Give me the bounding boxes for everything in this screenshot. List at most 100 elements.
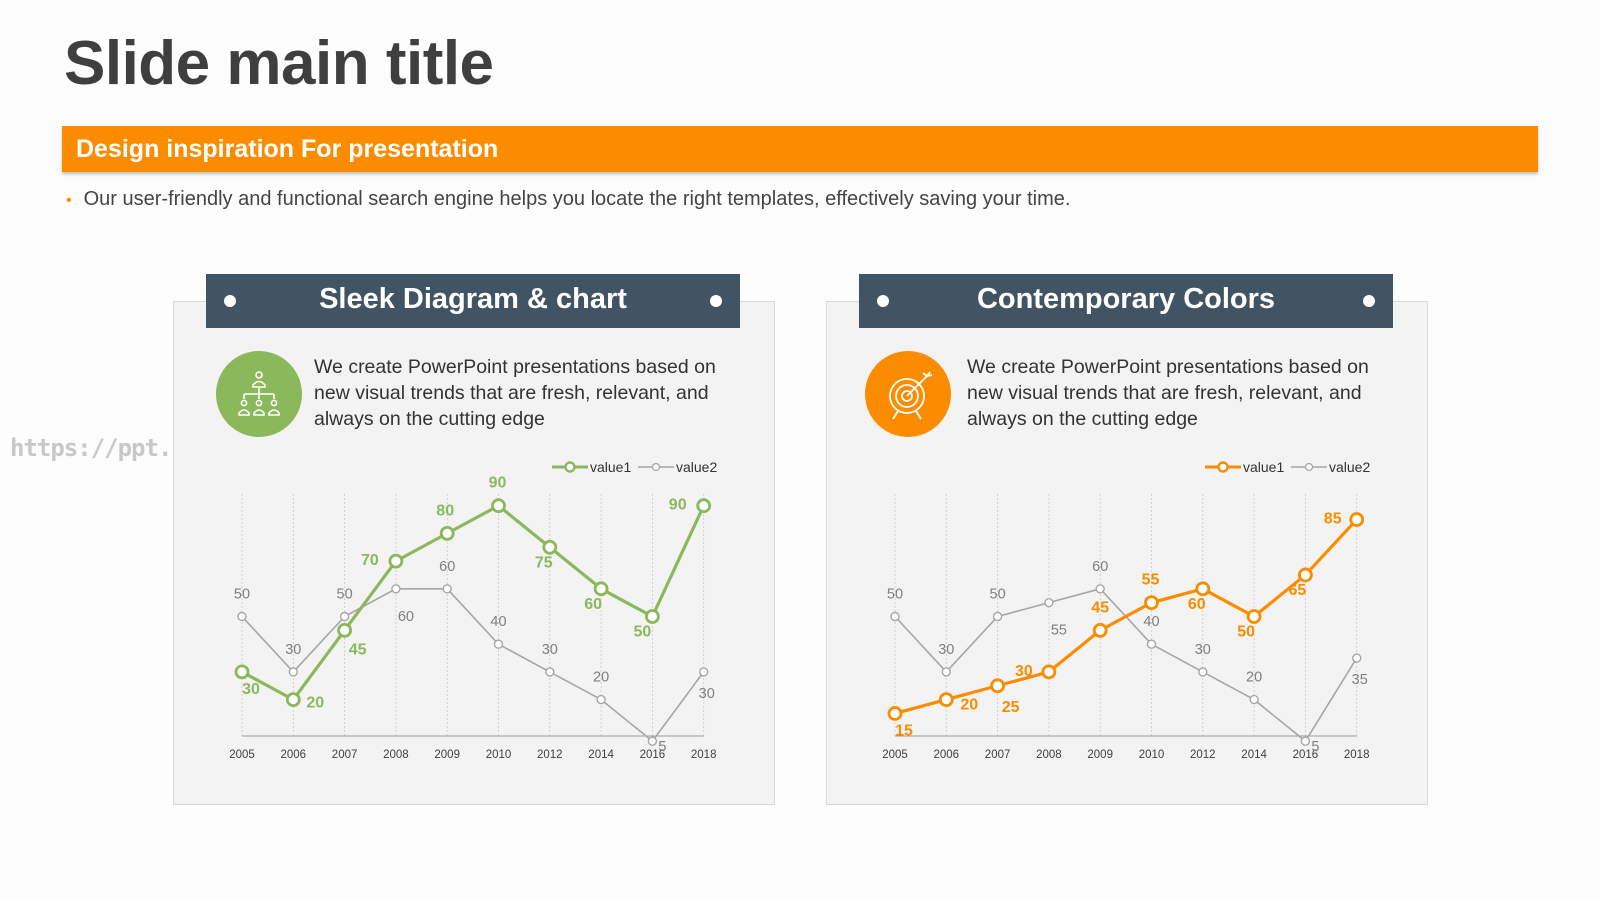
data-point bbox=[647, 736, 658, 746]
data-label: 30 bbox=[285, 642, 301, 658]
data-point bbox=[696, 498, 712, 514]
data-label: 90 bbox=[489, 475, 507, 492]
data-label: 50 bbox=[634, 624, 652, 641]
data-label: 30 bbox=[542, 642, 558, 658]
data-point bbox=[1249, 694, 1259, 705]
data-point bbox=[237, 611, 247, 622]
legend-marker bbox=[1217, 461, 1229, 473]
x-tick-label: 2018 bbox=[1344, 749, 1370, 761]
data-label: 25 bbox=[1002, 699, 1020, 716]
series-line-value2 bbox=[241, 588, 705, 742]
card-header-label: Sleek Diagram & chart bbox=[319, 283, 627, 315]
card-description-1: We create PowerPoint presentations based… bbox=[314, 356, 716, 430]
data-label: 65 bbox=[1289, 582, 1307, 599]
data-point bbox=[593, 581, 609, 597]
x-tick-label: 2007 bbox=[332, 749, 358, 761]
data-point bbox=[1300, 736, 1311, 746]
data-point bbox=[439, 526, 455, 541]
data-point bbox=[1195, 581, 1211, 597]
data-point bbox=[493, 639, 504, 649]
data-label: 40 bbox=[1143, 614, 1159, 630]
data-point bbox=[388, 553, 404, 569]
data-label: 80 bbox=[436, 502, 454, 519]
data-label: 45 bbox=[1091, 599, 1109, 616]
data-point bbox=[941, 667, 952, 677]
series-line-value1 bbox=[894, 518, 1358, 715]
data-label: 15 bbox=[895, 722, 913, 739]
data-point bbox=[644, 609, 660, 624]
x-tick-label: 2009 bbox=[434, 749, 460, 761]
data-point bbox=[938, 692, 954, 708]
line-chart-1: 2005 2006 2007 2008 2009 2010 2012 2014 2016 2018… bbox=[229, 459, 717, 761]
bullet-point: • Our user-friendly and functional search… bbox=[66, 188, 1070, 211]
data-label: 60 bbox=[584, 596, 602, 613]
x-tick-label: 2006 bbox=[281, 749, 307, 761]
data-point bbox=[699, 667, 709, 677]
data-label: 20 bbox=[593, 670, 609, 686]
data-label: 45 bbox=[349, 641, 367, 658]
data-point bbox=[1146, 639, 1157, 649]
data-point bbox=[542, 539, 558, 555]
data-point bbox=[992, 611, 1003, 622]
data-label: 35 bbox=[1352, 672, 1368, 688]
x-tick-label: 2016 bbox=[1293, 749, 1319, 761]
series-line-value1 bbox=[241, 504, 706, 702]
data-point bbox=[1246, 609, 1262, 624]
data-label: 5 bbox=[1311, 739, 1319, 755]
x-tick-label: 2007 bbox=[985, 749, 1011, 761]
bullet-icon: • bbox=[66, 192, 72, 209]
banner-text: Design inspiration For presentation bbox=[76, 135, 499, 163]
x-tick-label: 2012 bbox=[1190, 749, 1216, 761]
data-label: 60 bbox=[1092, 559, 1108, 575]
data-label: 60 bbox=[398, 609, 414, 625]
data-point bbox=[391, 584, 401, 594]
card-header-label: Contemporary Colors bbox=[976, 283, 1276, 315]
data-label: 50 bbox=[990, 587, 1006, 603]
data-label: 30 bbox=[1195, 642, 1211, 658]
data-point bbox=[1044, 597, 1054, 608]
bullet-text: Our user-friendly and functional search … bbox=[83, 188, 1071, 210]
pin-hole-icon bbox=[1363, 295, 1375, 307]
x-tick-label: 2009 bbox=[1087, 749, 1113, 761]
data-label: 30 bbox=[242, 681, 260, 698]
x-tick-label: 2014 bbox=[1241, 749, 1267, 761]
data-point bbox=[285, 692, 301, 708]
legend-label: value1 bbox=[1243, 459, 1284, 475]
pin-hole-icon bbox=[710, 295, 722, 307]
x-tick-label: 2014 bbox=[588, 749, 614, 761]
x-tick-label: 2005 bbox=[229, 749, 255, 761]
data-label: 30 bbox=[938, 642, 954, 658]
data-point bbox=[337, 622, 353, 638]
data-point bbox=[339, 611, 350, 622]
data-label: 85 bbox=[1324, 511, 1342, 528]
data-label: 75 bbox=[535, 554, 553, 571]
card-header-2: Contemporary Colors bbox=[859, 274, 1393, 328]
data-point bbox=[442, 584, 452, 594]
data-label: 55 bbox=[1142, 572, 1160, 589]
subtitle-banner: Design inspiration For presentation bbox=[62, 126, 1538, 172]
data-label: 60 bbox=[1188, 596, 1206, 613]
data-point bbox=[234, 664, 250, 680]
x-tick-label: 2010 bbox=[486, 749, 512, 761]
legend-marker bbox=[651, 462, 661, 472]
data-label: 50 bbox=[234, 587, 250, 603]
series-line-value2 bbox=[894, 588, 1358, 742]
data-label: 60 bbox=[439, 559, 455, 575]
legend-marker bbox=[564, 461, 576, 473]
data-point bbox=[545, 667, 555, 677]
data-point bbox=[1144, 595, 1159, 611]
x-tick-label: 2012 bbox=[537, 749, 563, 761]
pin-hole-icon bbox=[877, 295, 889, 307]
data-label: 50 bbox=[887, 587, 903, 603]
legend-label: value2 bbox=[1329, 459, 1370, 475]
data-point bbox=[887, 706, 903, 721]
data-point bbox=[1041, 664, 1057, 680]
data-point bbox=[288, 667, 299, 677]
data-label: 70 bbox=[361, 552, 379, 569]
target-icon bbox=[865, 351, 951, 437]
data-point bbox=[1092, 622, 1108, 638]
data-label: 20 bbox=[960, 697, 978, 714]
legend-label: value2 bbox=[676, 459, 717, 475]
data-label: 50 bbox=[1237, 624, 1255, 641]
data-point bbox=[1352, 653, 1362, 663]
